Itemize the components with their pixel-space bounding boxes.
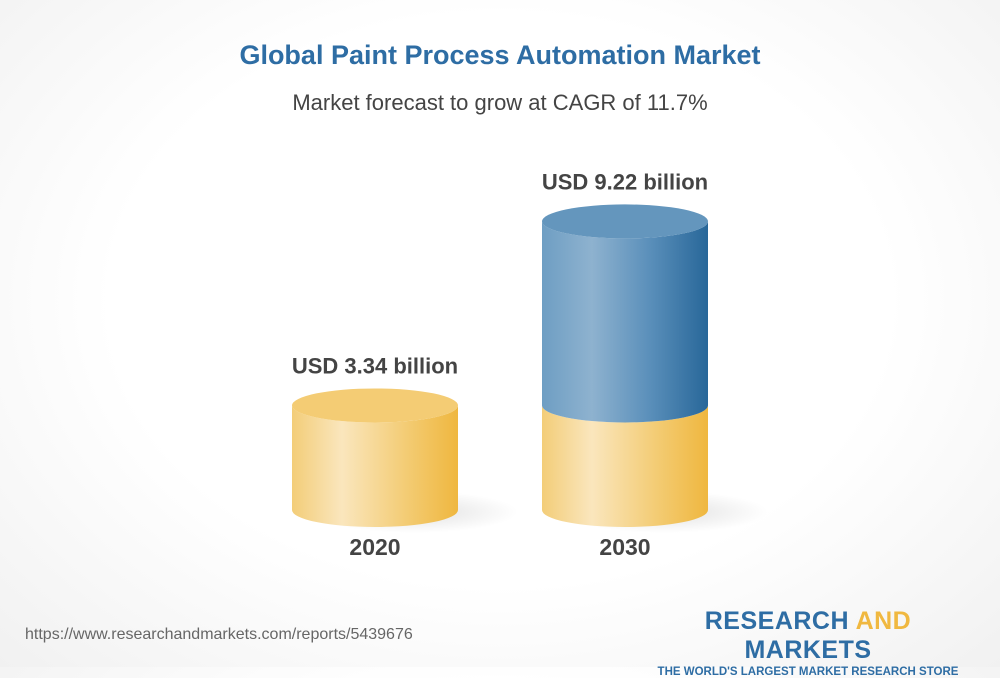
cylinder-2030-growth-top — [542, 204, 708, 239]
data-label: USD 3.34 billion — [292, 353, 458, 378]
research-and-markets-logo: RESEARCH AND MARKETS THE WORLD'S LARGEST… — [657, 607, 959, 678]
cylinder-2020-top — [292, 388, 458, 423]
chart-subtitle: Market forecast to grow at CAGR of 11.7% — [292, 90, 708, 115]
x-tick-label: 2020 — [349, 534, 400, 560]
source-url[interactable]: https://www.researchandmarkets.com/repor… — [25, 626, 413, 643]
cylinder-2030-base-body — [542, 405, 708, 527]
data-label: USD 9.22 billion — [542, 169, 708, 194]
chart-title: Global Paint Process Automation Market — [239, 40, 761, 70]
cylinder-2020-body — [292, 405, 458, 527]
cylinder-2030-growth-body — [542, 221, 708, 423]
cylinder-chart: USD 3.34 billion 2020 USD 9.22 billion 2030 — [292, 169, 768, 560]
x-tick-label: 2030 — [599, 534, 650, 560]
